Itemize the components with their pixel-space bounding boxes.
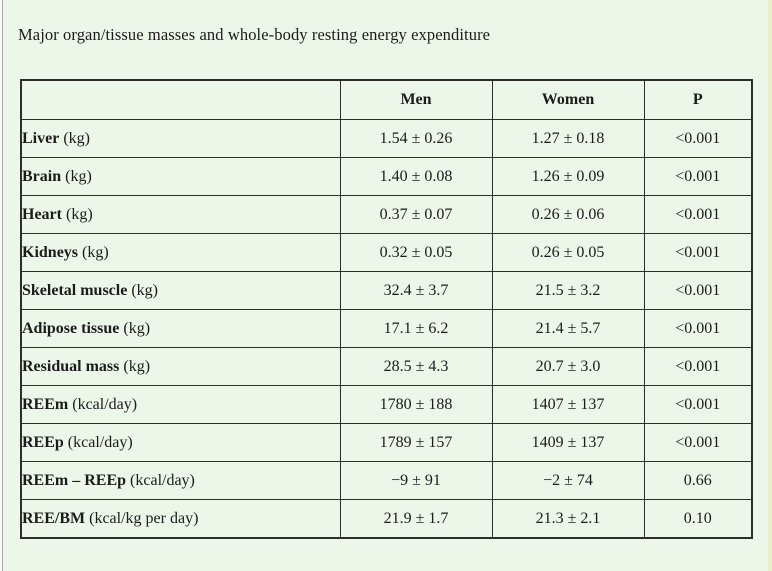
table-caption: Major organ/tissue masses and whole-body…	[18, 25, 491, 44]
column-header-men: Men	[339, 79, 493, 120]
cell-women: 21.3 ± 2.1	[491, 499, 645, 539]
column-header-women: Women	[491, 79, 645, 120]
cell-men: 32.4 ± 3.7	[339, 271, 493, 310]
header-row: Men Women P	[20, 79, 753, 120]
row-label-name: Brain	[22, 167, 62, 185]
row-label: REE/BM (kcal/kg per day)	[20, 499, 341, 539]
row-label: Brain (kg)	[20, 157, 341, 196]
cell-men: 28.5 ± 4.3	[339, 347, 493, 386]
row-label-unit: (kg)	[123, 319, 151, 337]
cell-women: 20.7 ± 3.0	[491, 347, 645, 386]
row-label-unit: (kg)	[65, 167, 92, 185]
cell-men: 17.1 ± 6.2	[339, 309, 493, 348]
row-label: REEm (kcal/day)	[20, 385, 341, 424]
table-row: Adipose tissue (kg) 17.1 ± 6.2 21.4 ± 5.7 <…	[20, 309, 753, 348]
cell-women: 1409 ± 137	[491, 423, 645, 462]
table-row: REEm – REEp (kcal/day) −9 ± 91 −2 ± 74 0.66	[20, 461, 753, 500]
table-row: Liver (kg) 1.54 ± 0.26 1.27 ± 0.18 <0.001	[20, 119, 753, 158]
row-label-unit: (kg)	[63, 129, 90, 147]
row-label-unit: (kcal/kg per day)	[89, 509, 199, 527]
column-header-label	[20, 79, 341, 120]
cell-men: −9 ± 91	[339, 461, 493, 500]
cell-women: −2 ± 74	[491, 461, 645, 500]
cell-p: <0.001	[643, 309, 753, 348]
table-row: REE/BM (kcal/kg per day) 21.9 ± 1.7 21.3 ±…	[20, 499, 753, 539]
cell-p: <0.001	[643, 271, 753, 310]
cell-women: 0.26 ± 0.05	[491, 233, 645, 272]
row-label-name: REEm	[22, 395, 69, 413]
column-header-p: P	[643, 79, 753, 120]
page-left-border	[2, 0, 3, 571]
row-label-name: REEm – REEp	[22, 471, 127, 489]
table-row: Brain (kg) 1.40 ± 0.08 1.26 ± 0.09 <0.001	[20, 157, 753, 196]
cell-men: 0.37 ± 0.07	[339, 195, 493, 234]
row-label-name: REEp	[22, 433, 64, 451]
cell-women: 1.27 ± 0.18	[491, 119, 645, 158]
row-label-name: REE/BM	[22, 509, 86, 527]
cell-men: 1789 ± 157	[339, 423, 493, 462]
page-right-edge	[768, 0, 772, 571]
cell-women: 1.26 ± 0.09	[491, 157, 645, 196]
row-label-name: Adipose tissue	[22, 319, 120, 337]
cell-p: <0.001	[643, 195, 753, 234]
row-label-unit: (kcal/day)	[67, 433, 133, 451]
row-label: Residual mass (kg)	[20, 347, 341, 386]
table-row: REEm (kcal/day) 1780 ± 188 1407 ± 137 <0.00…	[20, 385, 753, 424]
organ-mass-table: Men Women P Liver (kg) 1.54 ± 0.26 1.27 ± 0.…	[20, 79, 753, 539]
cell-men: 1780 ± 188	[339, 385, 493, 424]
row-label: Adipose tissue (kg)	[20, 309, 341, 348]
cell-p: <0.001	[643, 157, 753, 196]
table-row: REEp (kcal/day) 1789 ± 157 1409 ± 137 <0.00…	[20, 423, 753, 462]
table-body: Liver (kg) 1.54 ± 0.26 1.27 ± 0.18 <0.001 Br…	[20, 119, 753, 539]
cell-women: 1407 ± 137	[491, 385, 645, 424]
cell-p: <0.001	[643, 385, 753, 424]
cell-p: <0.001	[643, 233, 753, 272]
row-label: Heart (kg)	[20, 195, 341, 234]
row-label: REEm – REEp (kcal/day)	[20, 461, 341, 500]
cell-p: <0.001	[643, 423, 753, 462]
table-row: Residual mass (kg) 28.5 ± 4.3 20.7 ± 3.0 <0…	[20, 347, 753, 386]
cell-p: <0.001	[643, 119, 753, 158]
cell-women: 0.26 ± 0.06	[491, 195, 645, 234]
cell-p: <0.001	[643, 347, 753, 386]
row-label-name: Liver	[22, 129, 60, 147]
cell-women: 21.5 ± 3.2	[491, 271, 645, 310]
table-row: Kidneys (kg) 0.32 ± 0.05 0.26 ± 0.05 <0.001	[20, 233, 753, 272]
cell-men: 21.9 ± 1.7	[339, 499, 493, 539]
cell-men: 1.40 ± 0.08	[339, 157, 493, 196]
row-label-unit: (kcal/day)	[72, 395, 138, 413]
row-label: Liver (kg)	[20, 119, 341, 158]
cell-p: 0.10	[643, 499, 753, 539]
row-label-name: Heart	[22, 205, 62, 223]
cell-p: 0.66	[643, 461, 753, 500]
row-label-name: Residual mass	[22, 357, 120, 375]
row-label-unit: (kg)	[131, 281, 158, 299]
table-row: Heart (kg) 0.37 ± 0.07 0.26 ± 0.06 <0.001	[20, 195, 753, 234]
row-label: Skeletal muscle (kg)	[20, 271, 341, 310]
row-label-name: Kidneys	[22, 243, 79, 261]
table-row: Skeletal muscle (kg) 32.4 ± 3.7 21.5 ± 3.2…	[20, 271, 753, 310]
cell-women: 21.4 ± 5.7	[491, 309, 645, 348]
row-label-unit: (kg)	[82, 243, 109, 261]
cell-men: 0.32 ± 0.05	[339, 233, 493, 272]
row-label-name: Skeletal muscle	[22, 281, 128, 299]
row-label-unit: (kg)	[65, 205, 93, 223]
row-label-unit: (kcal/day)	[130, 471, 195, 489]
page-left-edge	[0, 0, 2, 571]
row-label-unit: (kg)	[123, 357, 151, 375]
row-label: Kidneys (kg)	[20, 233, 341, 272]
row-label: REEp (kcal/day)	[20, 423, 341, 462]
cell-men: 1.54 ± 0.26	[339, 119, 493, 158]
